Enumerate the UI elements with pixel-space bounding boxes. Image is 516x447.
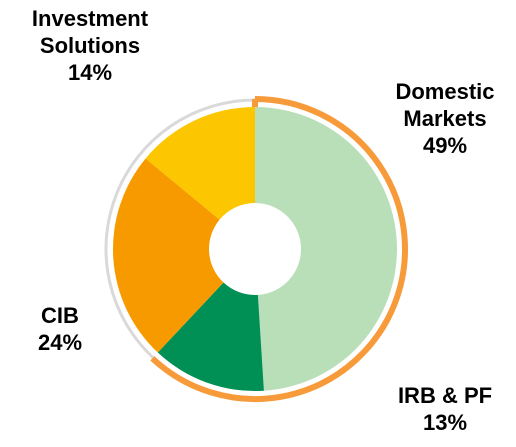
segment-label: Investment Solutions 14% [5, 5, 175, 86]
value-label: 24% [37, 330, 83, 355]
value-label: 14% [67, 60, 113, 85]
segment-label: CIB 24% [0, 302, 130, 356]
value-label: 13% [422, 410, 468, 435]
segment-label: IRB & PF 13% [375, 382, 515, 436]
value-label: 49% [422, 133, 468, 158]
category-name: Domestic Markets [395, 79, 495, 131]
category-name: CIB [41, 303, 79, 328]
category-name: IRB & PF [397, 383, 493, 408]
category-name: Investment Solutions [31, 6, 149, 58]
segment-label: Domestic Markets 49% [375, 78, 515, 159]
donut-segment [157, 282, 264, 391]
outline-gray [104, 98, 256, 359]
donut-segment [255, 107, 397, 391]
donut-segment [112, 158, 224, 353]
donut-segment [145, 106, 255, 220]
